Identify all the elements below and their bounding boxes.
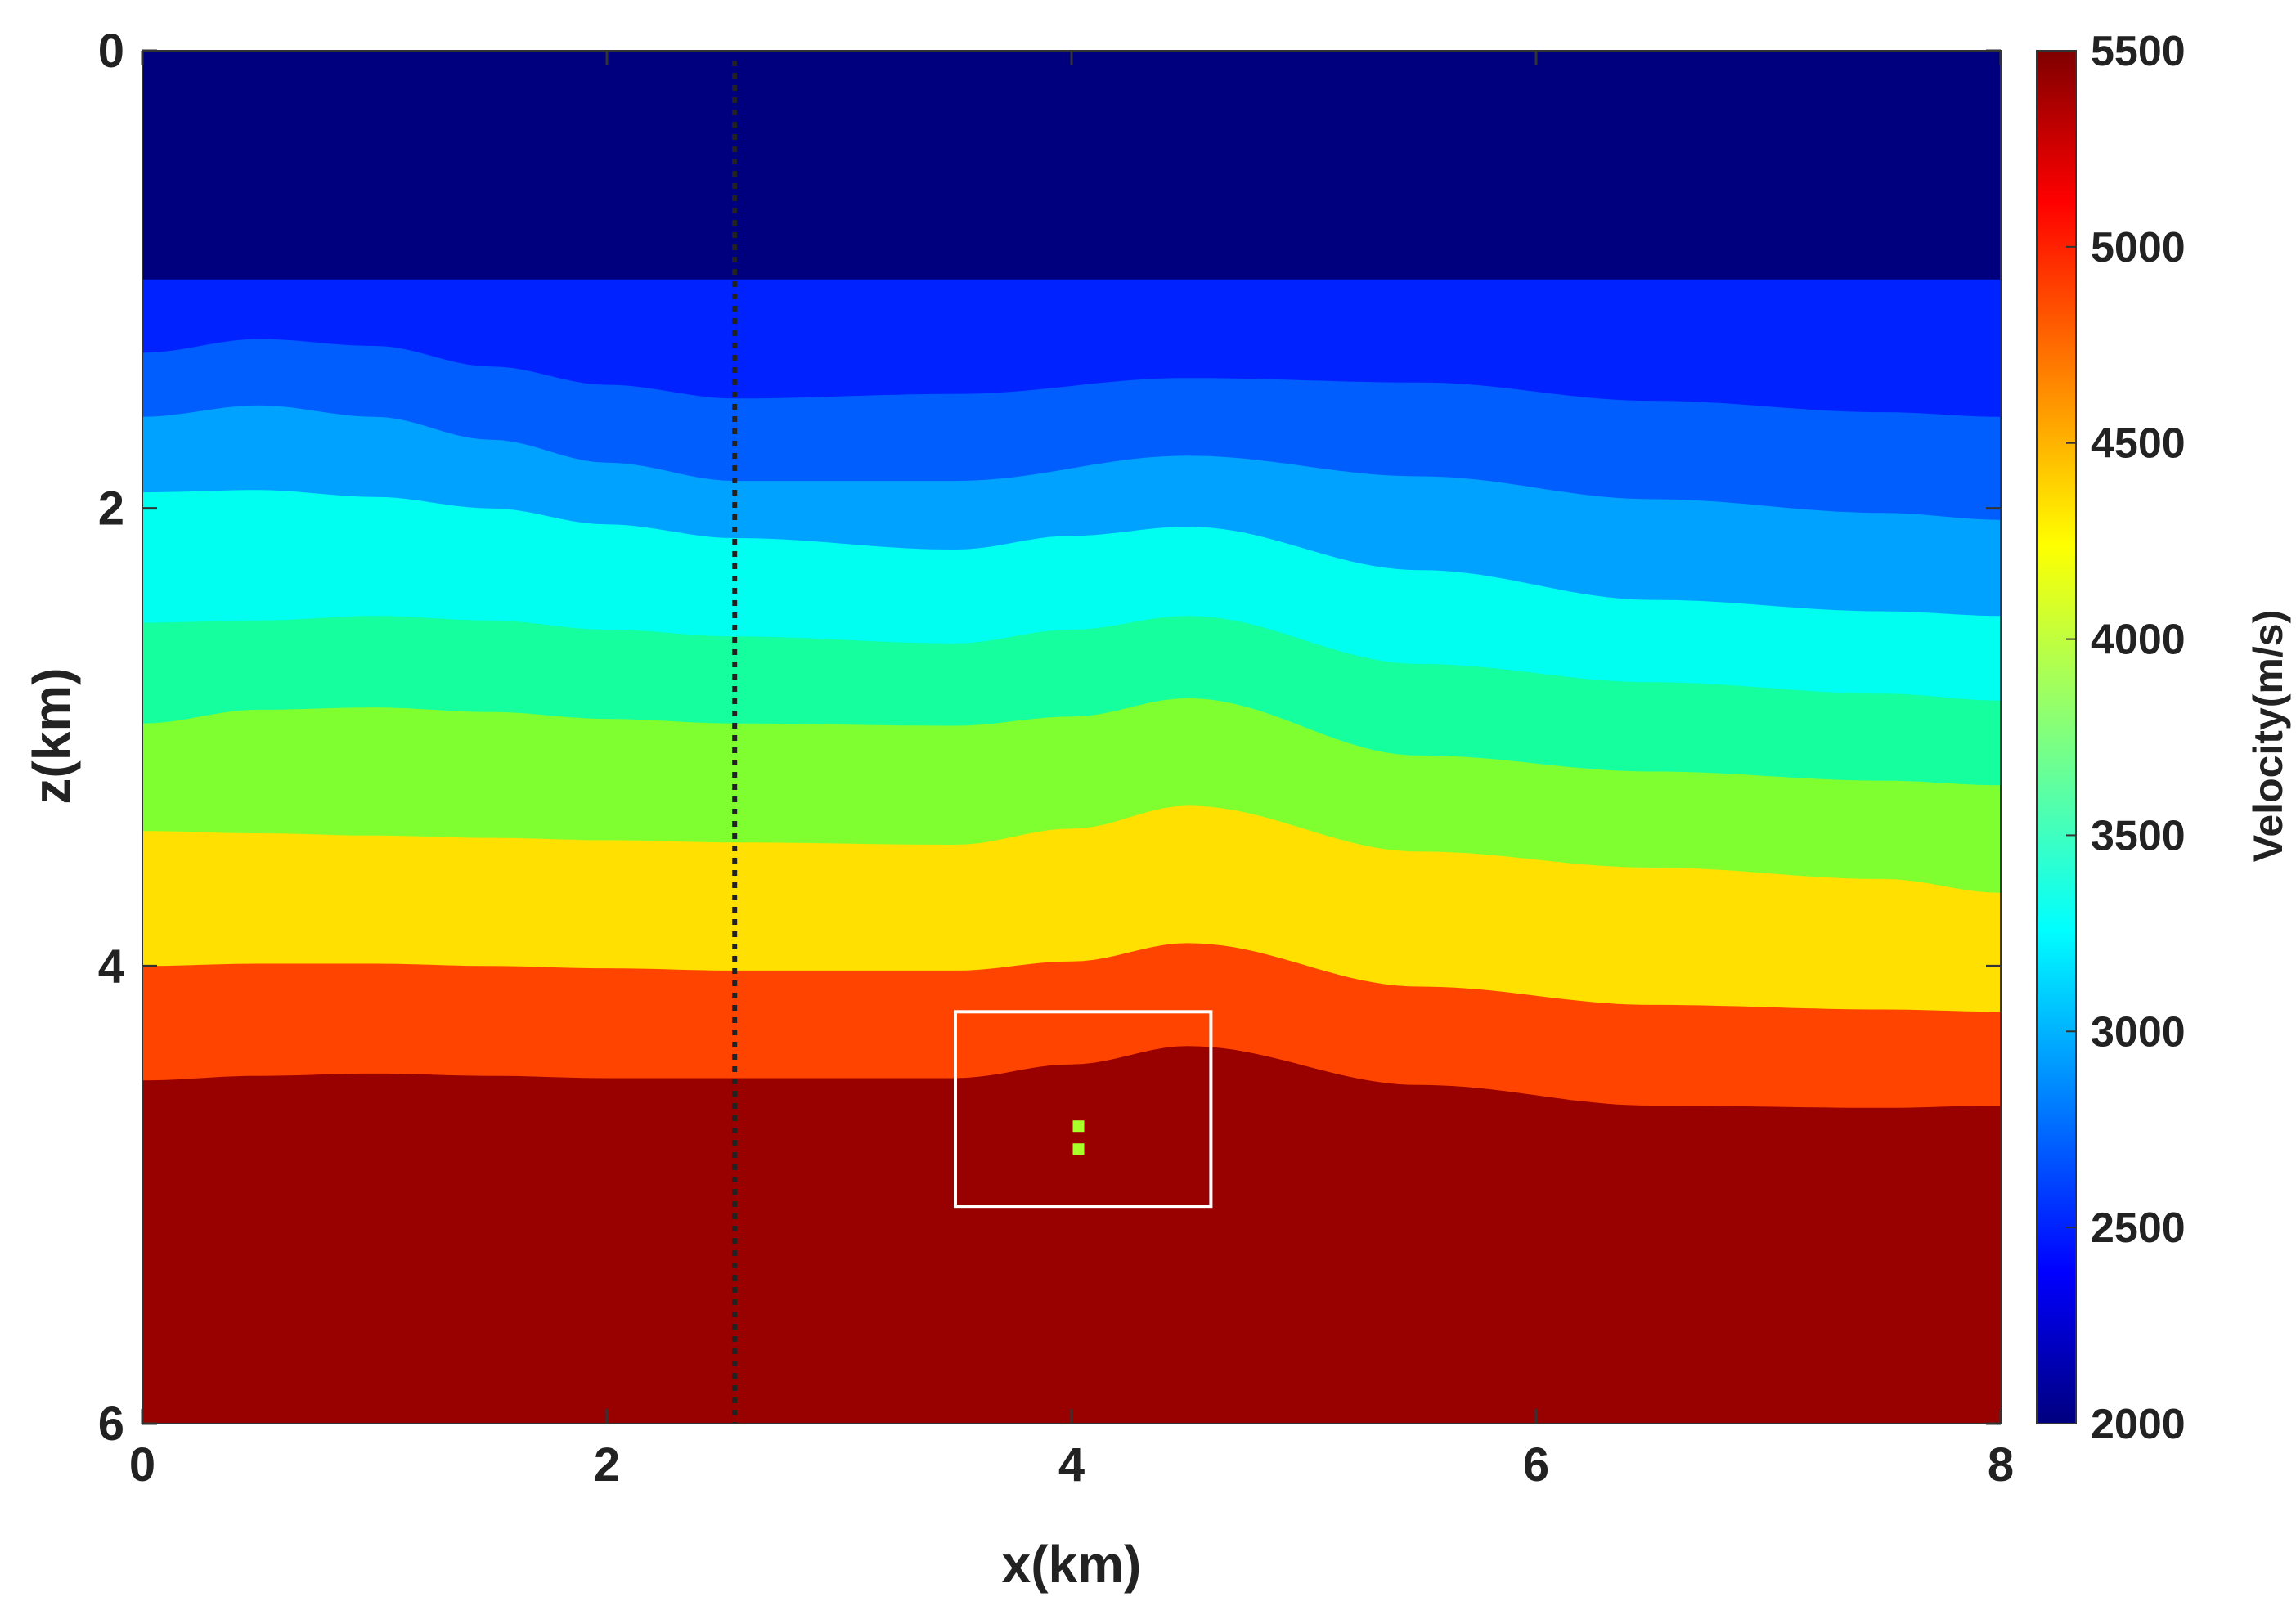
y-axis-title: z(km) <box>22 667 81 804</box>
source-marker <box>1072 1120 1085 1133</box>
source-marker <box>1072 1143 1085 1155</box>
colorbar-tick-label: 3500 <box>2091 812 2186 859</box>
colorbar-tick-label: 3000 <box>2091 1008 2186 1056</box>
colorbar <box>2036 50 2077 1424</box>
y-tick-label: 6 <box>98 1397 124 1451</box>
y-axis-ticks: 0 2 4 6 <box>98 25 2001 1451</box>
y-tick-label: 4 <box>98 940 124 993</box>
x-tick-label: 2 <box>594 1438 620 1492</box>
x-tick-label: 0 <box>129 1438 155 1492</box>
x-tick-label: 8 <box>1988 1438 2014 1492</box>
colorbar-tick-label: 5000 <box>2091 224 2186 271</box>
colorbar-ticks: 2000 2500 3000 3500 4000 4500 5000 5500 <box>2066 28 2186 1448</box>
velocity-layer-5500 <box>142 1046 2001 1424</box>
y-tick-label: 2 <box>98 482 124 536</box>
colorbar-tick-label: 2000 <box>2091 1401 2186 1448</box>
x-axis-title: x(km) <box>1002 1535 1142 1594</box>
y-tick-label: 0 <box>98 25 124 78</box>
x-axis-ticks: 0 2 4 6 8 <box>129 51 2014 1492</box>
velocity-layers <box>142 51 2001 1424</box>
zoom-region-box <box>954 1010 1213 1209</box>
colorbar-tick-label: 5500 <box>2091 28 2186 75</box>
colorbar-tick-label: 4000 <box>2091 617 2186 664</box>
source-markers <box>1072 1120 1085 1155</box>
colorbar-tick-label: 4500 <box>2091 420 2186 468</box>
colorbar-title: Velocity(m/s) <box>2245 610 2291 862</box>
x-tick-label: 6 <box>1523 1438 1549 1492</box>
x-tick-label: 4 <box>1058 1438 1085 1492</box>
colorbar-tick-label: 2500 <box>2091 1204 2186 1252</box>
